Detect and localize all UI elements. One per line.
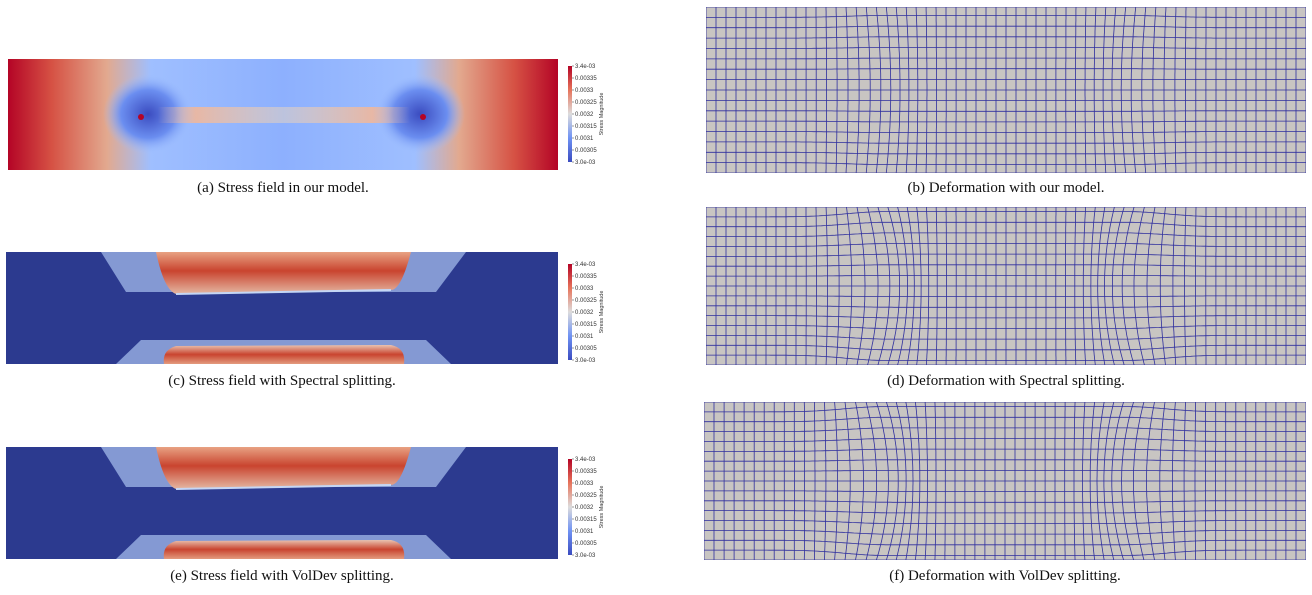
colorbar-a: 3.4e-03 0.00335 0.0033 0.00325 0.0032 0.00315… [568, 62, 608, 170]
colorbar-tick-label: 0.00335 [575, 76, 597, 82]
colorbar-tick-label: 0.00325 [575, 493, 597, 499]
colorbar-tick-label: 0.0032 [575, 310, 594, 316]
colorbar-tick-label: 3.0e-03 [575, 160, 596, 166]
colorbar-tick-label: 0.00335 [575, 469, 597, 475]
mesh-image [704, 402, 1306, 560]
colorbar-tick-label: 3.4e-03 [575, 457, 596, 463]
colorbar-c: 3.4e-03 0.00335 0.0033 0.00325 0.0032 0.00315… [568, 260, 608, 368]
caption-a: (a) Stress field in our model. [197, 180, 369, 196]
caption-c: (c) Stress field with Spectral splitting… [168, 373, 396, 389]
colorbar-tick-label: 0.0033 [575, 286, 594, 292]
deformation-mesh-panel-b [706, 7, 1306, 173]
colorbar-tick-label: 0.0031 [575, 529, 594, 535]
colorbar-tick-label: 3.0e-03 [575, 358, 596, 364]
stress-field-image [8, 59, 558, 170]
stress-field-image [6, 447, 558, 559]
deformation-mesh-panel-d [706, 207, 1306, 365]
caption-d: (d) Deformation with Spectral splitting. [887, 373, 1125, 389]
mesh-image [706, 7, 1306, 173]
colorbar-svg: 3.4e-03 0.00335 0.0033 0.00325 0.0032 0.00315… [568, 64, 605, 166]
colorbar-tick-label: 0.0031 [575, 136, 594, 142]
colorbar-title: Stress Magnitude [599, 93, 605, 136]
caption-f: (f) Deformation with VolDev splitting. [889, 568, 1121, 584]
colorbar-svg: 3.4e-03 0.00335 0.0033 0.00325 0.0032 0.00315… [568, 457, 605, 559]
colorbar-tick-label: 0.00325 [575, 100, 597, 106]
colorbar-tick-label: 3.4e-03 [575, 262, 596, 268]
colorbar-tick-label: 0.0032 [575, 112, 594, 118]
colorbar-tick-label: 0.0031 [575, 334, 594, 340]
deformation-mesh-panel-f [704, 402, 1306, 560]
colorbar-tick-label: 0.0033 [575, 88, 594, 94]
colorbar-tick-label: 0.00305 [575, 346, 597, 352]
stress-field-panel-c [6, 252, 558, 364]
colorbar-title: Stress Magnitude [599, 486, 605, 529]
caption-b: (b) Deformation with our model. [907, 180, 1105, 196]
stress-field-image [6, 252, 558, 364]
colorbar-tick-label: 0.00335 [575, 274, 597, 280]
colorbar-tick-label: 3.0e-03 [575, 553, 596, 559]
caption-e: (e) Stress field with VolDev splitting. [170, 568, 394, 584]
colorbar-tick-label: 0.00305 [575, 541, 597, 547]
colorbar-tick-label: 0.00315 [575, 322, 597, 328]
colorbar-gradient [568, 66, 572, 162]
stress-field-panel-e [6, 447, 558, 559]
colorbar-tick-label: 0.00315 [575, 124, 597, 130]
colorbar-gradient [568, 459, 572, 555]
colorbar-tick-label: 0.00325 [575, 298, 597, 304]
colorbar-tick-label: 0.0033 [575, 481, 594, 487]
colorbar-title: Stress Magnitude [599, 291, 605, 334]
colorbar-tick-label: 3.4e-03 [575, 64, 596, 70]
colorbar-gradient [568, 264, 572, 360]
colorbar-svg: 3.4e-03 0.00335 0.0033 0.00325 0.0032 0.00315… [568, 262, 605, 364]
colorbar-e: 3.4e-03 0.00335 0.0033 0.00325 0.0032 0.00315… [568, 455, 608, 563]
colorbar-tick-label: 0.0032 [575, 505, 594, 511]
mesh-image [706, 207, 1306, 365]
colorbar-tick-label: 0.00315 [575, 517, 597, 523]
colorbar-tick-label: 0.00305 [575, 148, 597, 154]
stress-field-panel-a [8, 59, 558, 170]
